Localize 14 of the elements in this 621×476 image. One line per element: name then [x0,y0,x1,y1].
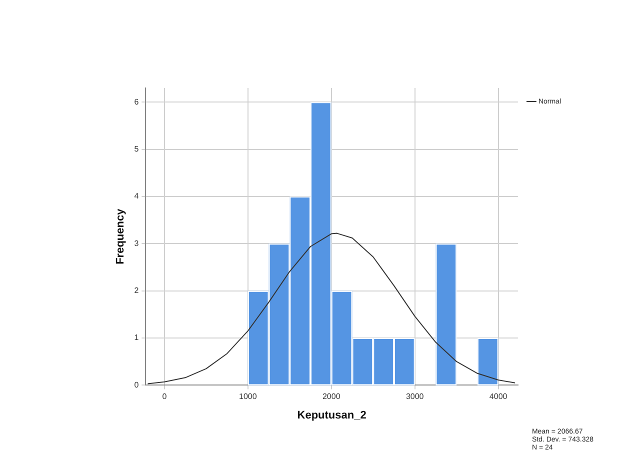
x-tick-label: 0 [162,392,168,402]
y-tick-label: 1 [134,333,140,342]
y-tick-label: 5 [134,144,140,154]
x-tick-label: 2000 [322,392,341,402]
y-tick-label: 4 [134,192,140,201]
y-tick-label: 6 [134,97,140,106]
x-axis-title: Keputusan_2 [297,409,366,422]
y-axis-title: Frequency [114,208,127,264]
x-tick-label: 1000 [239,392,258,402]
y-tick-label: 0 [134,380,140,390]
y-tick-label: 3 [134,238,140,248]
x-tick-label: 4000 [489,392,508,402]
x-tick-label: 3000 [406,392,424,402]
y-tick-label: 2 [134,286,140,296]
